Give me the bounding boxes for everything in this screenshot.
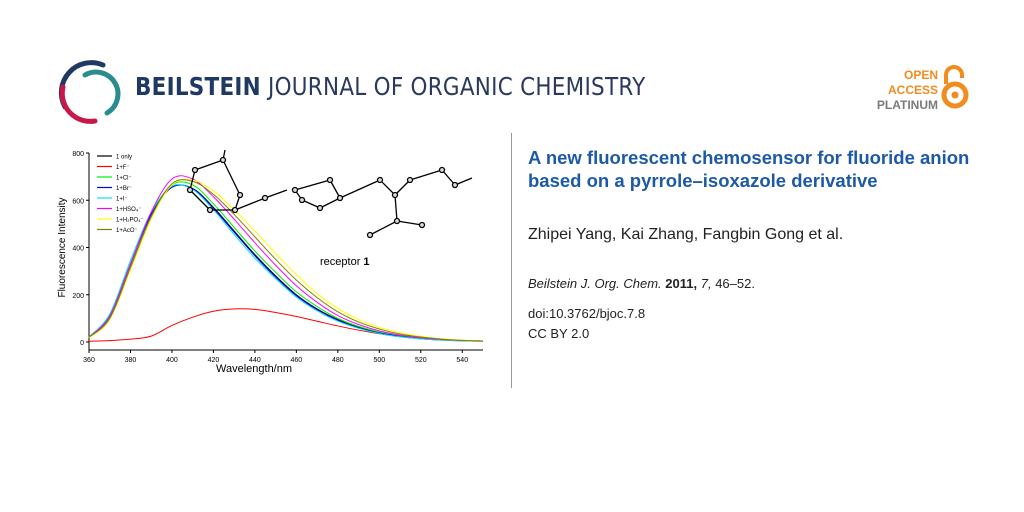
x-tick-label: 520 [415,357,427,364]
citation: Beilstein J. Org. Chem. 2011, 7, 46–52. [528,276,755,291]
figure: 0 200 400 600 800 360 380 400 420 440 460 480 500 520… [57,149,484,375]
series-line [88,181,484,342]
molecule-structure [186,149,473,239]
oa-line3: PLATINUM [876,98,938,112]
oa-line1: OPEN [903,68,938,82]
x-tick-label: 480 [332,357,344,364]
y-tick-label: 0 [80,340,84,347]
y-axis-label: Fluorescence Intensity [57,197,68,297]
legend-label: 1 only [116,155,132,161]
series-line [88,184,484,342]
x-tick-label: 460 [291,357,303,364]
x-tick-label: 360 [83,357,95,364]
legend-label: 1+AcO⁻ [116,228,138,234]
beilstein-logo [58,60,121,124]
journal-name-rest: JOURNAL OF ORGANIC CHEMISTRY [268,72,646,101]
legend-label: 1+H₂PO₄⁻ [116,218,144,224]
y-tick-label: 400 [72,246,84,253]
citation-year: 2011, [665,276,698,291]
series-line [88,179,484,342]
x-tick-label: 440 [249,357,261,364]
fluorescence-chart: 0 200 400 600 800 360 380 400 420 440 460 480 500 520… [57,151,484,375]
citation-volume: 7, [700,276,712,291]
journal-name-bold: BEILSTEIN [135,72,261,101]
y-tick-label: 200 [72,293,84,300]
y-tick-label: 800 [72,151,84,158]
series-line [88,184,484,342]
citation-pages: 46–52. [715,276,755,291]
x-tick-label: 380 [125,357,137,364]
divider [511,133,512,388]
legend-label: 1+Cl⁻ [116,176,132,182]
legend-label: 1+Br⁻ [116,186,132,192]
citation-journal: Beilstein J. Org. Chem. [528,276,662,291]
x-tick-label: 500 [373,357,385,364]
doi[interactable]: doi:10.3762/bjoc.7.8 [528,306,646,321]
oa-line2: ACCESS [887,83,938,97]
figure-caption: receptor 1 [320,256,370,268]
legend-label: 1+I⁻ [116,197,128,203]
open-access-badge: OPEN ACCESS PLATINUM [870,68,938,113]
series-line [88,175,484,342]
x-tick-label: 540 [456,357,468,364]
journal-name: BEILSTEIN JOURNAL OF ORGANIC CHEMISTRY [135,72,646,101]
article-title[interactable]: A new fluorescent chemosensor for fluori… [528,147,970,191]
x-tick-label: 420 [208,357,220,364]
license: CC BY 2.0 [528,326,590,341]
x-axis-label: Wavelength/nm [216,363,292,375]
series-line [88,179,484,342]
article-authors: Zhipei Yang, Kai Zhang, Fangbin Gong et … [528,226,844,243]
series-line [88,183,484,342]
x-tick-label: 400 [166,357,178,364]
open-lock-icon [941,65,969,109]
y-tick-label: 600 [72,198,84,205]
legend-label: 1+F⁻ [116,165,130,171]
legend-label: 1+HSO₄⁻ [116,207,141,213]
